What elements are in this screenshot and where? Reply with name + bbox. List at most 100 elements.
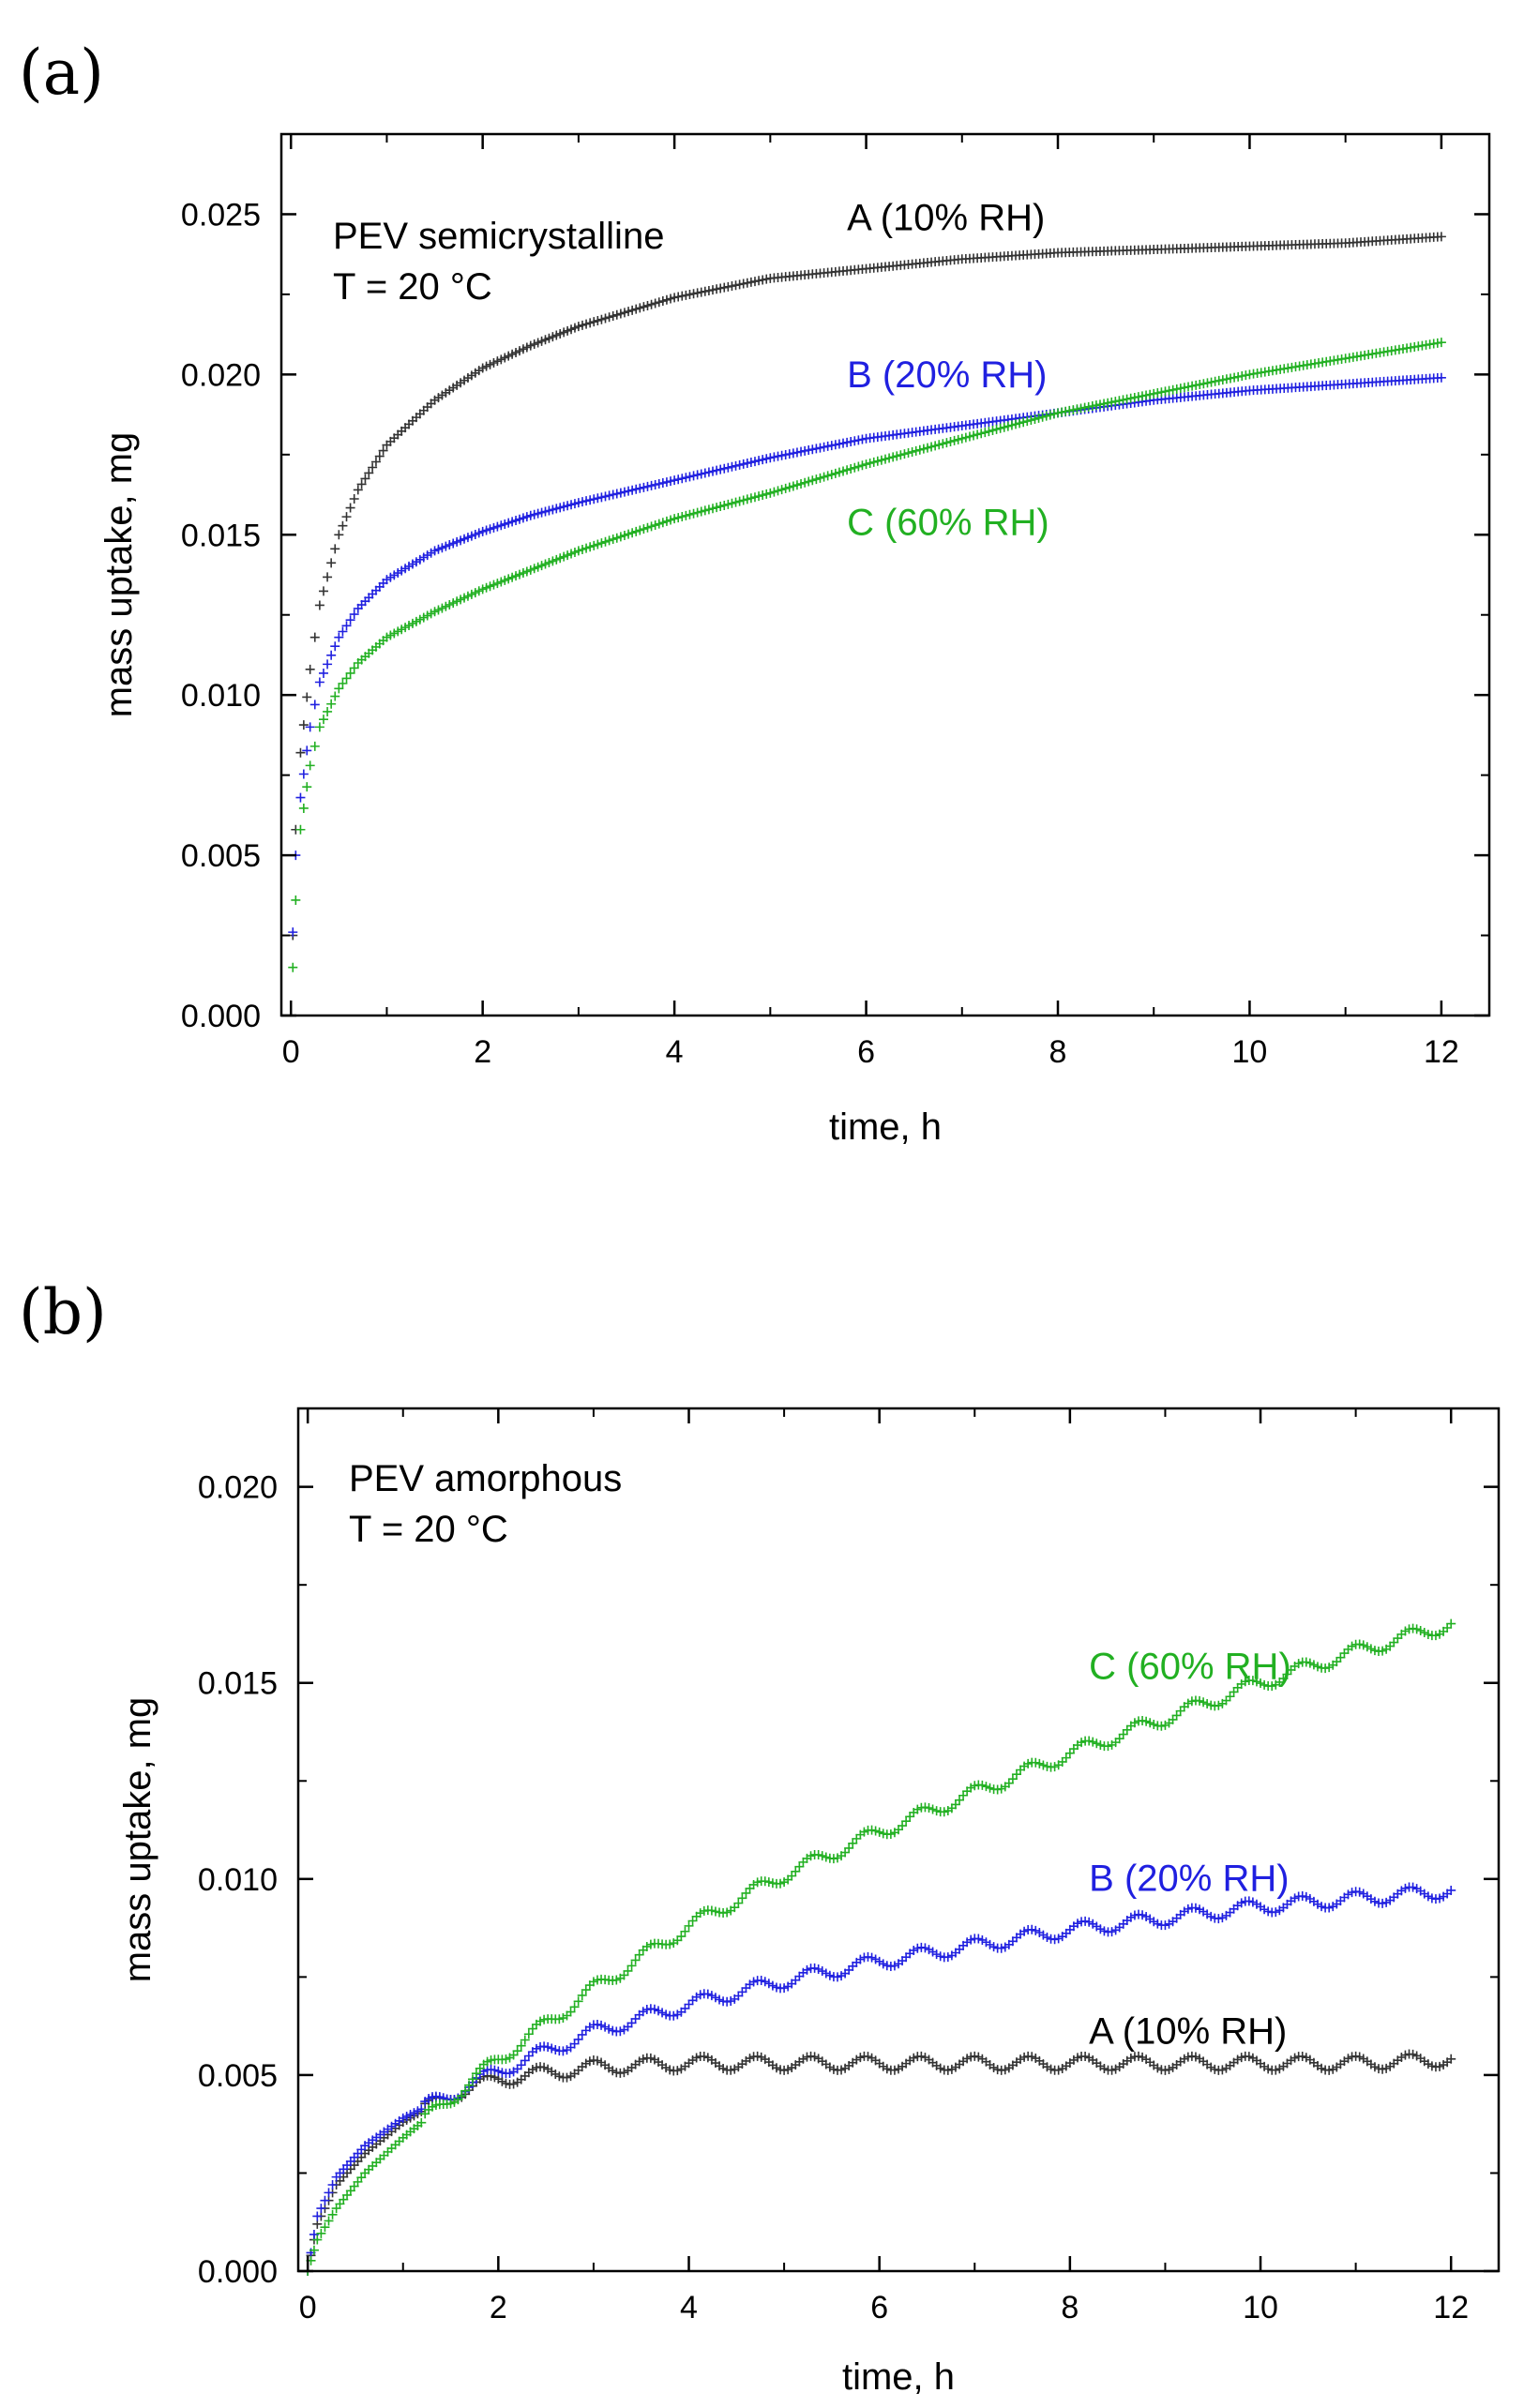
data-point (312, 2235, 323, 2245)
data-point (573, 1996, 583, 2007)
data-point (330, 544, 340, 554)
data-point (302, 692, 312, 702)
data-point (341, 512, 352, 522)
data-point (291, 895, 301, 905)
data-point (334, 684, 344, 694)
data-point (623, 1965, 633, 1976)
plot-frame (296, 1407, 1501, 2273)
data-point (370, 457, 381, 467)
y-tick-label: 0.010 (181, 678, 261, 714)
series-b (303, 1882, 1456, 2276)
data-point (360, 474, 370, 484)
data-point (630, 1955, 641, 1965)
data-point (1446, 1618, 1456, 1629)
data-point (302, 745, 312, 756)
data-point (733, 1898, 744, 1908)
data-point (626, 1961, 637, 1971)
data-point (326, 699, 337, 709)
data-point (523, 2029, 534, 2039)
data-point (1436, 232, 1446, 242)
y-tick-label: 0.005 (181, 838, 261, 874)
data-point (457, 2090, 467, 2100)
data-point (320, 2222, 330, 2233)
x-axis-title: time, h (842, 2356, 955, 2398)
data-point (324, 2188, 334, 2198)
data-point (368, 462, 378, 473)
series-a (303, 2049, 1456, 2276)
data-point (314, 600, 324, 610)
y-tick-label: 0.015 (181, 518, 261, 553)
data-point (345, 503, 355, 513)
data-point (323, 572, 333, 582)
data-point (737, 1893, 747, 1904)
panel-label: (b) (19, 1276, 107, 1348)
data-point (334, 632, 344, 642)
data-point (464, 2080, 475, 2090)
data-point (305, 722, 315, 732)
data-point (416, 2117, 427, 2128)
series-label-a: A (10% RH) (1089, 2010, 1287, 2052)
data-point (338, 678, 348, 688)
y-axis-title: mass uptake, mg (117, 1697, 158, 1983)
data-point (338, 626, 348, 637)
series-c (288, 338, 1446, 972)
data-point (467, 2074, 477, 2084)
series-a (288, 232, 1446, 941)
x-tick-label: 8 (1049, 1034, 1067, 1070)
series-label-b: B (20% RH) (847, 354, 1047, 396)
data-point (288, 962, 298, 972)
x-axis-title: time, h (829, 1106, 942, 1148)
data-point (460, 2085, 471, 2096)
plot-frame (279, 132, 1491, 1017)
y-tick-label: 0.025 (181, 197, 261, 233)
x-tick-label: 0 (299, 2290, 317, 2325)
data-point (680, 1926, 690, 1936)
data-point (520, 2035, 530, 2045)
data-point (516, 2040, 526, 2051)
x-tick-label: 10 (1243, 2290, 1278, 2325)
data-point (791, 1866, 801, 1876)
data-point (349, 610, 359, 620)
series-c (303, 1618, 1456, 2276)
series-label-a: A (10% RH) (847, 198, 1045, 239)
data-point (684, 1920, 694, 1931)
data-point (309, 2229, 319, 2239)
data-point (349, 663, 359, 673)
data-point (327, 2209, 338, 2220)
data-point (295, 747, 306, 758)
data-point (345, 668, 355, 678)
annotation-line: T = 20 °C (333, 266, 492, 308)
data-point (318, 715, 328, 725)
data-point (327, 2180, 338, 2190)
data-point (349, 493, 359, 504)
data-point (844, 1843, 854, 1853)
series-label-c: C (60% RH) (847, 502, 1049, 543)
x-tick-label: 6 (870, 2290, 888, 2325)
data-point (309, 2245, 319, 2255)
data-point (314, 677, 324, 687)
data-point (309, 700, 320, 710)
data-point (374, 451, 385, 461)
y-axis-title: mass uptake, mg (98, 432, 140, 718)
data-point (676, 1932, 687, 1942)
y-tick-label: 0.020 (198, 1470, 278, 1506)
data-point (1436, 338, 1446, 348)
data-point (316, 2228, 326, 2238)
data-point (569, 2002, 580, 2012)
x-tick-label: 4 (680, 2290, 698, 2325)
data-point (341, 621, 352, 631)
x-tick-label: 6 (857, 1034, 875, 1070)
data-point (330, 691, 340, 701)
data-point (345, 615, 355, 625)
panel-a: (a) A (10% RH) B (20% RH) C (60% RH) 0 2 4 6 8 10… (19, 37, 1491, 1148)
data-point (295, 824, 306, 835)
data-point (512, 2046, 522, 2056)
y-tick-label: 0.000 (198, 2254, 278, 2290)
data-point (334, 530, 344, 540)
data-point (326, 650, 337, 660)
data-point (312, 2211, 323, 2221)
data-point (577, 1990, 587, 2000)
data-point (1446, 1885, 1456, 1895)
series-b (288, 372, 1446, 938)
x-tick-label: 12 (1424, 1034, 1459, 1070)
